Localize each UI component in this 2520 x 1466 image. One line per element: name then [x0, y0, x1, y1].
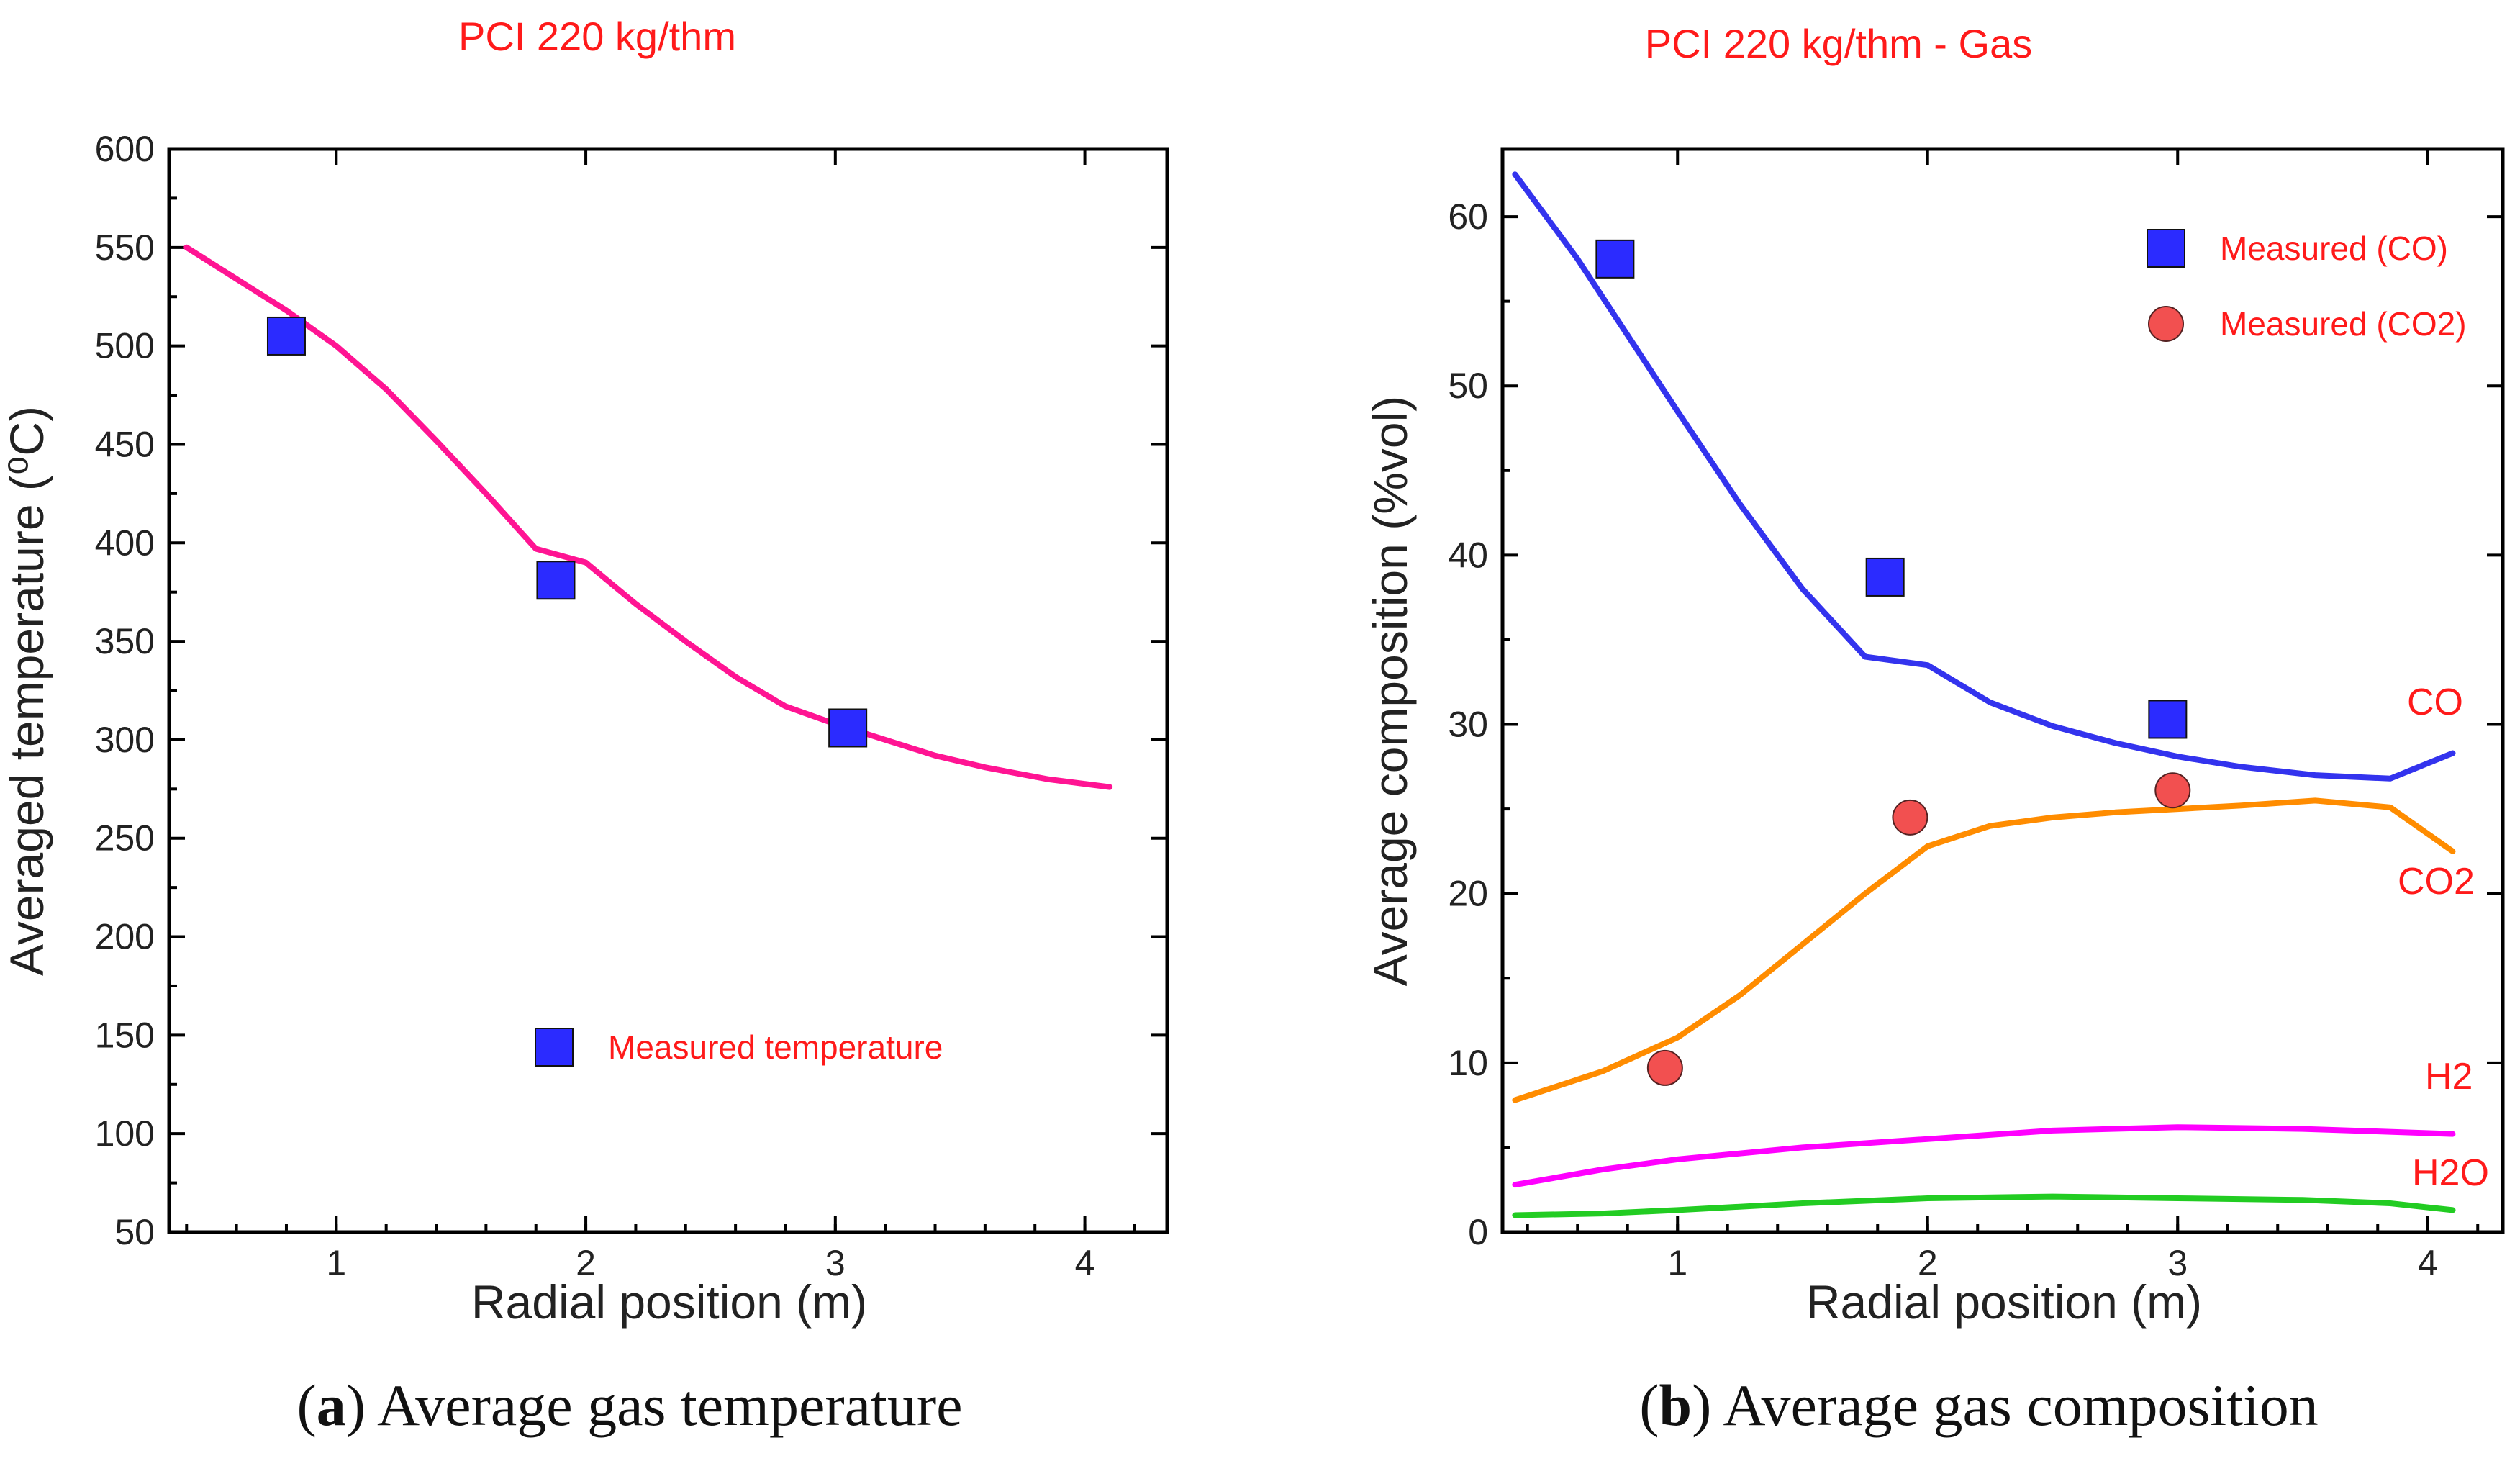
data-point-square — [536, 561, 576, 600]
y-tick-label: 600 — [95, 129, 155, 169]
series-line-simulated-temperature — [183, 244, 1113, 790]
series-label-co: CO — [2407, 682, 2463, 723]
legend-label: Measured temperature — [608, 1028, 943, 1066]
series-label-h2o: H2O — [2412, 1152, 2489, 1194]
y-tick-label: 150 — [95, 1015, 155, 1055]
series-line-h2 — [1512, 1124, 2456, 1188]
data-point-square — [828, 708, 868, 748]
legend-marker-circle — [2148, 306, 2184, 342]
legend-marker-square — [535, 1028, 574, 1067]
data-point-circle — [1646, 1049, 1683, 1086]
y-tick-label: 550 — [95, 227, 155, 268]
x-tick-label: 2 — [1918, 1243, 1938, 1283]
data-point-square — [1595, 239, 1635, 279]
data-point-circle — [1892, 799, 1928, 836]
x-tick-label: 4 — [1075, 1243, 1095, 1283]
y-tick-label: 500 — [95, 326, 155, 366]
y-axis-title: Average composition (%vol) — [1364, 396, 1417, 987]
data-point-square — [266, 316, 306, 356]
y-tick-label: 450 — [95, 424, 155, 464]
caption-open-paren: ( — [296, 1372, 316, 1438]
chart-a-caption: (a) Average gas temperature — [296, 1372, 962, 1438]
series-label-co2: CO2 — [2398, 861, 2475, 902]
y-tick-label: 20 — [1448, 874, 1488, 914]
caption-close-paren: ) — [1692, 1372, 1711, 1438]
chart-b-caption: (b) Average gas composition — [1639, 1372, 2319, 1438]
y-axis-title: Averaged temperature (⁰C) — [0, 406, 53, 976]
series-line-co — [1512, 171, 2456, 782]
y-tick-label: 0 — [1468, 1212, 1488, 1252]
data-point-circle — [2154, 772, 2191, 809]
y-tick-label: 60 — [1448, 196, 1488, 237]
y-tick-label: 10 — [1448, 1043, 1488, 1083]
series-line-co2 — [1512, 797, 2456, 1103]
series-label-h2: H2 — [2425, 1056, 2473, 1098]
caption-letter: b — [1659, 1372, 1692, 1438]
y-tick-label: 40 — [1448, 535, 1488, 575]
x-tick-label: 3 — [2167, 1243, 2188, 1283]
caption-letter: a — [317, 1372, 346, 1438]
chart-b-plot-frame — [1500, 147, 2505, 1234]
chart-a-title: PCI 220 kg/thm — [458, 14, 736, 59]
y-tick-label: 400 — [95, 522, 155, 563]
legend-label: Measured (CO) — [2220, 230, 2448, 267]
caption-text: Average gas temperature — [366, 1372, 962, 1438]
data-point-square — [1865, 557, 1905, 597]
caption-open-paren: ( — [1639, 1372, 1659, 1438]
legend-marker-square — [2147, 229, 2185, 268]
y-tick-label: 350 — [95, 621, 155, 661]
chart-a-plot-frame — [167, 147, 1169, 1234]
x-tick-label: 3 — [825, 1243, 846, 1283]
y-tick-label: 50 — [1448, 366, 1488, 406]
x-tick-label: 2 — [576, 1243, 596, 1283]
y-tick-label: 100 — [95, 1113, 155, 1154]
x-axis-title: Radial position (m) — [471, 1275, 867, 1329]
y-tick-label: 300 — [95, 720, 155, 760]
x-axis-title: Radial position (m) — [1806, 1275, 2202, 1329]
series-line-h2o — [1512, 1193, 2456, 1218]
y-tick-label: 50 — [114, 1212, 155, 1252]
y-tick-label: 200 — [95, 917, 155, 957]
caption-text: Average gas composition — [1711, 1372, 2318, 1438]
legend-label: Measured (CO2) — [2220, 305, 2467, 343]
data-point-square — [2148, 700, 2188, 739]
caption-close-paren: ) — [346, 1372, 366, 1438]
y-tick-label: 250 — [95, 818, 155, 859]
x-tick-label: 1 — [326, 1243, 346, 1283]
y-tick-label: 30 — [1448, 705, 1488, 745]
x-tick-label: 1 — [1667, 1243, 1687, 1283]
chart-b-title: PCI 220 kg/thm - Gas — [1645, 21, 2032, 66]
x-tick-label: 4 — [2418, 1243, 2438, 1283]
